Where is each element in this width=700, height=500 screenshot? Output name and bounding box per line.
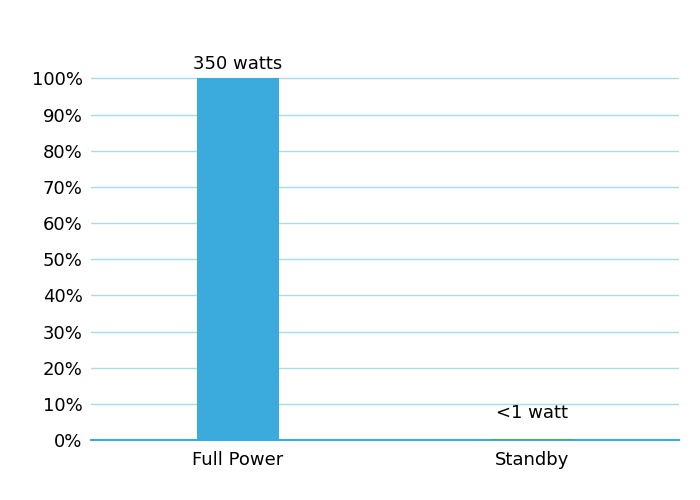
Text: <1 watt: <1 watt: [496, 404, 568, 422]
Bar: [197, 78, 279, 440]
Text: 350 watts: 350 watts: [193, 55, 283, 73]
Bar: [491, 439, 573, 440]
